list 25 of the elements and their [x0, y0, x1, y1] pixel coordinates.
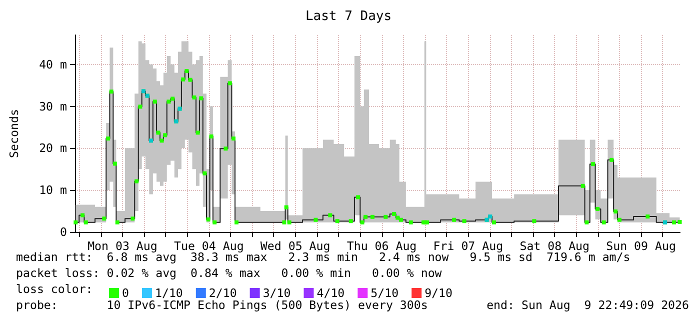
legend-label: 2/10	[208, 286, 237, 300]
y-tick-label: 20 m	[39, 141, 68, 156]
x-tick-label: Thu 06 Aug	[346, 239, 417, 253]
x-tick-label: Fri 07 Aug	[433, 239, 504, 253]
legend-label: 9/10	[424, 286, 453, 300]
legend-label: 5/10	[370, 286, 399, 300]
x-tick-label: Sat 08 Aug	[520, 239, 590, 253]
y-tick-label: 30 m	[39, 99, 68, 114]
chart-title: Last 7 Days	[305, 9, 392, 24]
y-tick-label: 40 m	[39, 57, 68, 72]
y-tick-label: 0	[60, 225, 68, 239]
y-axis-title: Seconds	[7, 109, 21, 158]
x-tick-label: Sun 09 Aug	[606, 239, 676, 253]
y-tick-label: 10 m	[39, 183, 68, 198]
legend-label: 4/10	[316, 286, 345, 300]
x-tick-label: Tue 04 Aug	[174, 239, 244, 253]
text: end: Sun Aug 9 22:49:09 2026	[486, 298, 690, 312]
legend-label: 1/10	[154, 286, 183, 300]
x-tick-label: Wed 05 Aug	[260, 239, 330, 253]
text: probe: 10 IPv6-ICMP Echo Pings (500 Bytes) every 300s	[16, 298, 428, 312]
legend-label: 0	[122, 286, 129, 300]
legend-label: 3/10	[262, 286, 291, 300]
x-tick-label: Mon 03 Aug	[88, 239, 158, 253]
text: packet loss: 0.02 % avg 0.84 % max 0.00 % min 0.00 % now	[16, 266, 442, 280]
legend-title: loss color:	[16, 282, 93, 296]
